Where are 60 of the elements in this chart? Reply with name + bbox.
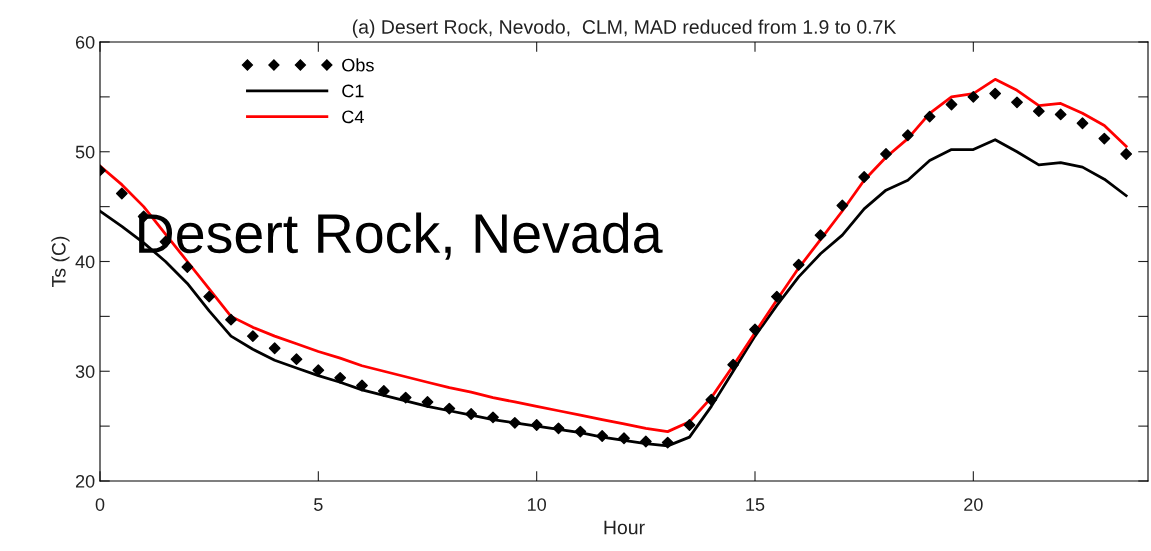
point — [334, 371, 347, 384]
x-tick-label: 20 — [964, 498, 983, 511]
point — [639, 435, 652, 448]
point — [203, 290, 216, 303]
point — [770, 290, 783, 303]
point — [749, 323, 761, 336]
point — [246, 330, 259, 343]
point — [1054, 108, 1067, 121]
point — [1098, 132, 1111, 145]
point — [1120, 148, 1133, 160]
point — [181, 261, 194, 273]
point — [377, 385, 390, 397]
point — [225, 313, 237, 326]
point — [552, 422, 565, 435]
x-tick-label: 0 — [95, 498, 105, 511]
y-tick-label: 50 — [75, 145, 95, 159]
point — [1011, 96, 1023, 109]
point — [705, 393, 718, 406]
point — [574, 425, 587, 438]
point — [530, 419, 543, 431]
point — [683, 419, 696, 431]
y-tick-label: 20 — [75, 474, 95, 488]
point — [661, 436, 674, 449]
point — [290, 353, 303, 366]
point — [596, 430, 609, 442]
y-tick-label: 60 — [75, 35, 95, 49]
y-tick-label: 30 — [75, 365, 95, 378]
point — [115, 187, 128, 200]
x-tick-label: 5 — [314, 498, 323, 511]
x-tick-label: 15 — [746, 498, 765, 511]
point — [880, 148, 892, 160]
point — [989, 87, 1002, 100]
point — [356, 379, 368, 392]
x-axis-title: Hour — [604, 520, 645, 535]
y-axis-title: Ts (C) — [51, 236, 70, 287]
point — [618, 432, 630, 445]
point — [508, 416, 521, 429]
point — [923, 110, 936, 123]
point — [399, 391, 412, 404]
legend-label: C1 — [342, 84, 364, 98]
point — [268, 342, 281, 355]
point — [1032, 105, 1045, 118]
point — [945, 98, 958, 111]
point — [727, 358, 740, 371]
point — [487, 411, 499, 424]
point — [792, 258, 805, 271]
point — [465, 408, 478, 420]
point — [967, 90, 980, 103]
chart-title: (a) Desert Rock, Nevodo, CLM, MAD reduced from 1.9 to 0.7K — [352, 19, 897, 38]
point — [901, 129, 914, 142]
point — [814, 229, 827, 242]
x-tick-label: 10 — [528, 498, 546, 511]
point — [858, 171, 871, 183]
point — [1076, 117, 1089, 130]
point — [836, 199, 849, 212]
legend-label: C4 — [342, 110, 364, 124]
legend-label: Obs — [342, 58, 374, 72]
y-tick-label: 40 — [75, 255, 95, 269]
point — [443, 402, 456, 415]
point — [421, 396, 434, 408]
